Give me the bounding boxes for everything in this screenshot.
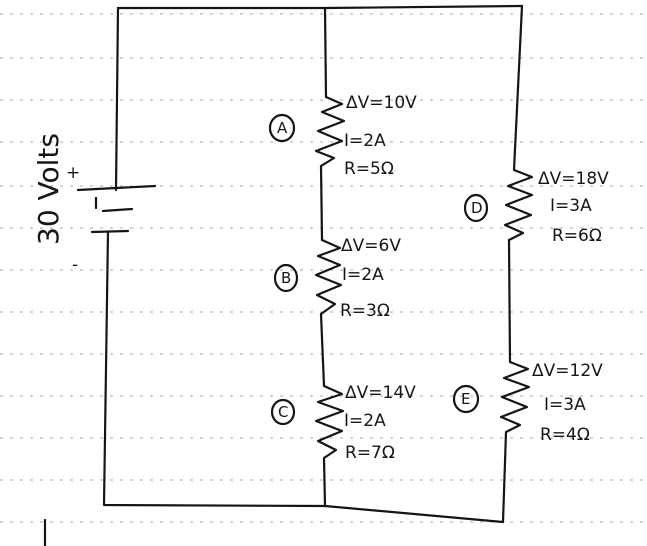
resistor-b-current: I=2A [342,265,384,285]
resistor-d-symbol [503,168,534,241]
resistor-d-resistance: R=6Ω [552,226,602,246]
resistor-e-symbol [499,360,531,433]
battery-voltage-label: 30 Volts [32,133,65,245]
resistor-c-symbol [314,384,345,459]
resistor-b-symbol [314,238,343,315]
resistor-c-letter: C [278,403,288,421]
resistor-e: E ΔV=12V I=3A R=4Ω [452,361,603,445]
resistors [314,95,534,459]
resistor-b: B ΔV=6V I=2A R=3Ω [273,236,401,321]
resistor-c-resistance: R=7Ω [345,443,395,463]
battery-plus: + [66,163,80,183]
resistor-a-symbol [314,95,346,167]
resistor-c: C ΔV=14V I=2A R=7Ω [270,383,416,463]
resistor-d: D ΔV=18V I=3A R=6Ω [463,169,609,246]
paper-lines [0,13,647,523]
resistor-c-current: I=2A [344,411,386,431]
wire-top [116,4,524,10]
resistor-b-resistance: R=3Ω [340,301,390,321]
wire-left-bottom [102,230,505,524]
resistor-a: A ΔV=10V I=2A R=5Ω [268,93,417,179]
resistor-d-letter: D [471,199,483,217]
resistor-b-voltage: ΔV=6V [341,236,401,256]
battery: + - 30 Volts [32,133,157,275]
wire-middle-branch [323,6,328,99]
resistor-c-voltage: ΔV=14V [345,383,416,403]
resistor-a-resistance: R=5Ω [344,159,394,179]
resistor-e-voltage: ΔV=12V [532,361,603,381]
resistor-d-current: I=3A [550,196,592,216]
resistor-a-voltage: ΔV=10V [346,93,417,113]
wires [43,4,524,546]
resistor-a-letter: A [277,119,288,137]
resistor-e-current: I=3A [544,395,586,415]
resistor-d-voltage: ΔV=18V [538,169,609,189]
wire-right-branch [512,4,524,172]
wire-left-top [114,6,120,192]
battery-minus: - [72,255,78,275]
resistor-a-current: I=2A [344,131,386,151]
resistor-e-letter: E [461,390,470,408]
resistor-e-resistance: R=4Ω [540,425,590,445]
resistor-b-letter: B [281,269,291,287]
